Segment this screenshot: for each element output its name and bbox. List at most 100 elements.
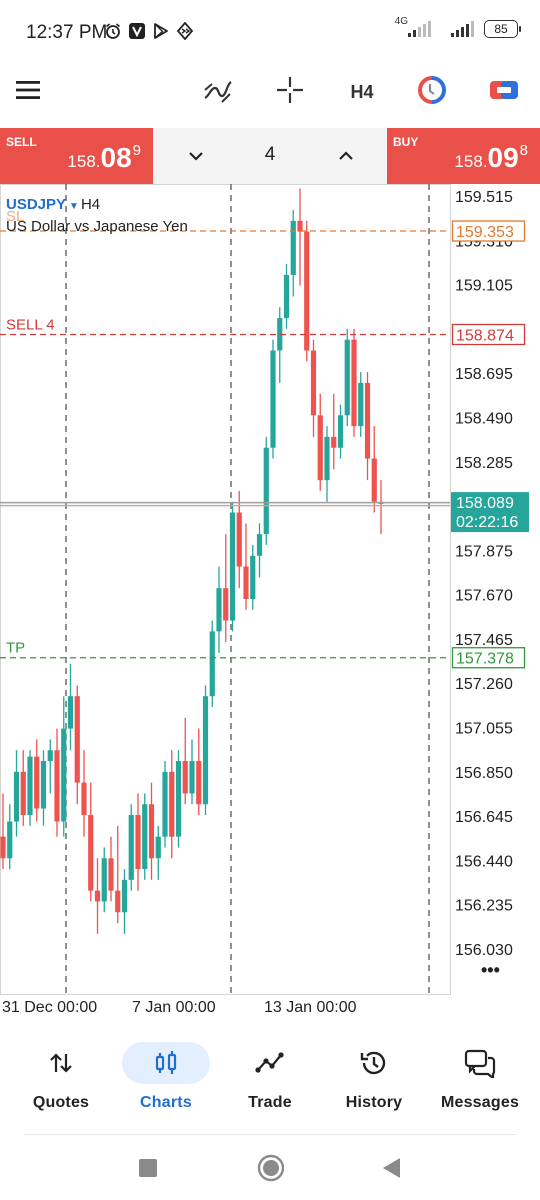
status-bar: 12:37 PM 4G 85: [0, 0, 540, 64]
candle-body: [142, 804, 148, 870]
candle-body: [331, 436, 337, 448]
candle-body: [61, 728, 67, 822]
lot-increase-button[interactable]: [334, 144, 358, 168]
chart-symbol[interactable]: USDJPY ▼ H4: [6, 196, 100, 213]
y-tick-label: 156.645: [455, 809, 513, 826]
sell-button[interactable]: SELL 158. 08 9: [0, 128, 153, 184]
candle-body: [236, 512, 242, 567]
candle-body: [169, 771, 175, 837]
indicators-button[interactable]: [198, 74, 238, 110]
play-store-icon: [152, 22, 170, 40]
candle-body: [0, 836, 6, 859]
x-tick-label: 7 Jan 00:00: [132, 999, 216, 1016]
nav-messages-label: Messages: [440, 1094, 520, 1111]
candle-body: [13, 771, 20, 822]
nav-history[interactable]: History: [329, 1036, 419, 1120]
one-click-trade-panel: SELL 158. 08 9 4 BUY 158. 09 8: [0, 128, 540, 184]
candle-body: [20, 771, 26, 816]
level-label: TP: [6, 640, 25, 657]
candle-body: [162, 771, 168, 837]
candle-body: [358, 382, 364, 427]
plot-area-border: [0, 184, 451, 995]
candle-body: [108, 858, 114, 891]
buy-price-main: 09: [487, 142, 519, 173]
candle-body: [202, 696, 209, 805]
y-tick-label: 157.055: [455, 721, 513, 738]
level-price-label: 158.874: [456, 328, 514, 345]
signal-icon-1: [408, 21, 431, 37]
y-tick-label: 157.875: [455, 543, 513, 560]
buy-button[interactable]: BUY 158. 09 8: [387, 128, 540, 184]
timeframe-button[interactable]: H4: [342, 74, 382, 110]
vpn-icon: [176, 22, 194, 40]
candle-body: [27, 756, 33, 816]
candle-body: [74, 696, 80, 783]
messages-icon: [436, 1042, 524, 1084]
more-options-icon[interactable]: •••: [481, 960, 500, 980]
chart-layout-button[interactable]: [484, 74, 524, 110]
y-tick-label: 159.515: [455, 189, 513, 206]
level-price-label: 159.353: [456, 224, 514, 241]
nav-charts-label: Charts: [140, 1094, 192, 1111]
symbol-dropdown-icon: ▼: [69, 201, 79, 212]
candle-body: [101, 858, 107, 902]
candle-body: [270, 350, 276, 448]
square-icon: [139, 1159, 157, 1177]
app-notification-icon: [128, 22, 146, 40]
candle-body: [337, 415, 344, 448]
level-price-tag: [451, 220, 526, 242]
candle-body: [155, 836, 161, 859]
candle-body: [317, 415, 323, 481]
y-tick-label: 157.670: [455, 588, 513, 605]
candle-body: [283, 274, 290, 319]
candle-body: [209, 631, 215, 697]
nav-history-label: History: [345, 1094, 403, 1111]
candle-body: [34, 756, 40, 809]
candle-body: [189, 761, 195, 794]
symbol-timeframe: H4: [80, 196, 101, 213]
candle-body: [216, 588, 222, 632]
lot-size-input[interactable]: 4: [264, 144, 276, 165]
nav-messages[interactable]: Messages: [432, 1036, 528, 1120]
sell-price-fraction: 9: [132, 142, 141, 159]
bar-countdown-label: 02:22:16: [456, 514, 518, 531]
back-triangle-icon: [383, 1158, 400, 1178]
sell-label: SELL: [6, 135, 37, 149]
candle-body: [196, 761, 202, 805]
nav-trade-label: Trade: [248, 1094, 292, 1111]
chart-canvas[interactable]: 159.515159.310159.105158.900158.695158.4…: [0, 184, 540, 1030]
candle-body: [310, 350, 317, 416]
lot-decrease-button[interactable]: [184, 144, 208, 168]
y-tick-label: 156.235: [455, 898, 513, 915]
recent-apps-button[interactable]: [138, 1158, 158, 1183]
candle-body: [128, 815, 134, 880]
indicators-icon: [202, 76, 234, 109]
candle-body: [290, 220, 296, 275]
crosshair-icon: [275, 75, 305, 110]
menu-button[interactable]: [10, 74, 46, 110]
candle-body: [263, 447, 269, 535]
candle-body: [67, 696, 74, 729]
candle-body: [81, 782, 87, 816]
back-button[interactable]: [380, 1156, 402, 1185]
chart-layout-icon: [489, 78, 519, 107]
y-tick-label: 156.440: [455, 853, 513, 870]
status-notification-icons: [104, 22, 194, 40]
nav-quotes[interactable]: Quotes: [16, 1036, 106, 1120]
one-click-trading-button[interactable]: [412, 74, 452, 110]
trade-icon: [226, 1042, 314, 1084]
nav-charts[interactable]: Charts: [121, 1036, 211, 1120]
candle-body: [229, 512, 236, 621]
candle-body: [88, 815, 94, 891]
candle-body: [94, 890, 101, 902]
home-button[interactable]: [257, 1154, 285, 1187]
status-right: 4G 85: [395, 16, 521, 38]
price-chart[interactable]: 159.515159.310159.105158.900158.695158.4…: [0, 184, 540, 1030]
crosshair-button[interactable]: [270, 74, 310, 110]
signal-icon-2: [451, 21, 474, 37]
candle-body: [256, 534, 263, 556]
sell-price-main: 08: [100, 142, 132, 173]
nav-trade[interactable]: Trade: [225, 1036, 315, 1120]
battery-icon: 85: [484, 20, 521, 38]
candle-body: [54, 750, 60, 822]
